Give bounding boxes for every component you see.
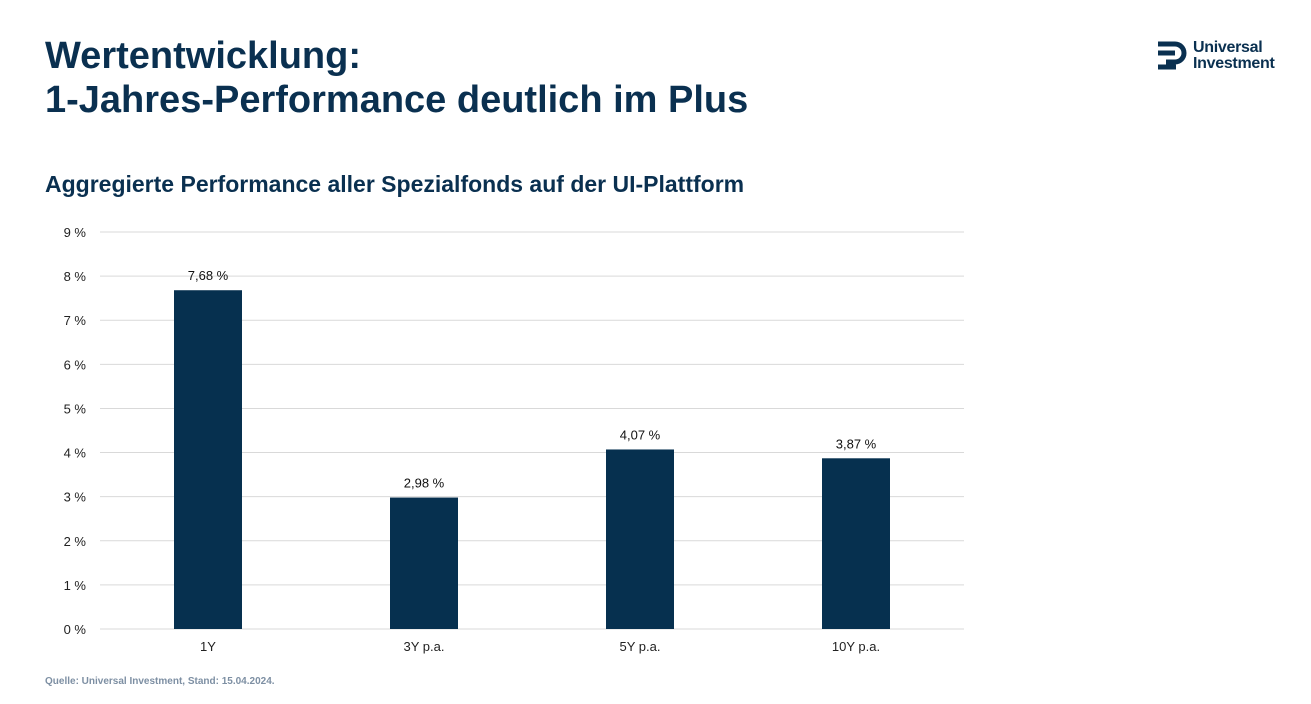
bar: [390, 497, 458, 629]
bar-layer: [174, 290, 890, 629]
y-tick-label: 9 %: [64, 225, 87, 240]
y-tick-label: 6 %: [64, 357, 87, 372]
bar: [174, 290, 242, 629]
performance-bar-chart: 0 % 1 % 2 % 3 % 4 % 5 % 6 % 7 % 8 % 9 % 7,68 % 1Y 2,…: [64, 225, 964, 654]
y-tick-label: 3 %: [64, 490, 87, 505]
logo-line-2: Investment: [1193, 55, 1275, 72]
chart-subtitle: Aggregierte Performance aller Spezialfon…: [45, 171, 745, 197]
y-tick-label: 1 %: [64, 578, 87, 593]
bar: [822, 458, 890, 629]
y-tick-label: 2 %: [64, 534, 87, 549]
bar: [606, 449, 674, 629]
x-tick-label: 5Y p.a.: [620, 639, 661, 654]
logo-mark-icon: [1158, 41, 1187, 70]
source-footnote: Quelle: Universal Investment, Stand: 15.…: [45, 676, 275, 687]
x-tick-label: 1Y: [200, 639, 216, 654]
y-tick-label: 8 %: [64, 269, 87, 284]
y-tick-label: 5 %: [64, 401, 87, 416]
y-tick-label: 4 %: [64, 446, 87, 461]
logo-wordmark: Universal Investment: [1193, 39, 1275, 72]
y-tick-label: 0 %: [64, 622, 87, 637]
page-title-line-1: Wertentwicklung:: [45, 35, 361, 77]
page-title-line-2: 1-Jahres-Performance deutlich im Plus: [45, 79, 749, 121]
grid-layer: [100, 231, 964, 630]
universal-investment-logo: Universal Investment: [1156, 39, 1301, 75]
page-title: Wertentwicklung: 1-Jahres-Performance de…: [45, 34, 748, 122]
label-layer: 0 % 1 % 2 % 3 % 4 % 5 % 6 % 7 % 8 % 9 % 7,68 % 1Y 2,…: [64, 225, 881, 654]
y-tick-label: 7 %: [64, 313, 87, 328]
logo-line-1: Universal: [1193, 39, 1263, 56]
x-tick-label: 10Y p.a.: [832, 639, 880, 654]
x-tick-label: 3Y p.a.: [404, 639, 445, 654]
data-label: 3,87 %: [836, 436, 877, 451]
data-label: 4,07 %: [620, 427, 661, 442]
data-label: 2,98 %: [404, 476, 445, 491]
data-label: 7,68 %: [188, 268, 229, 283]
